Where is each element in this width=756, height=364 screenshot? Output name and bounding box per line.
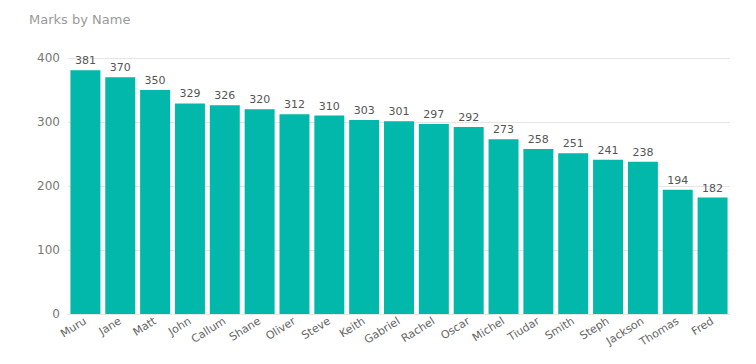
svg-text:400: 400 (37, 51, 60, 65)
svg-text:238: 238 (632, 146, 653, 159)
svg-text:300: 300 (37, 115, 60, 129)
svg-text:251: 251 (563, 137, 584, 150)
svg-text:381: 381 (75, 54, 96, 67)
svg-text:273: 273 (493, 123, 514, 136)
svg-text:0: 0 (52, 307, 60, 321)
svg-text:Gabriel: Gabriel (362, 314, 403, 346)
svg-text:Matt: Matt (131, 314, 160, 339)
svg-text:326: 326 (214, 89, 235, 102)
svg-text:Jane: Jane (96, 314, 124, 338)
svg-text:Jackson: Jackson (604, 314, 647, 348)
svg-text:Callum: Callum (189, 314, 228, 345)
svg-text:Michel: Michel (470, 314, 507, 344)
svg-text:301: 301 (389, 105, 410, 118)
svg-text:370: 370 (110, 61, 131, 74)
svg-text:Rachel: Rachel (399, 314, 437, 345)
svg-text:310: 310 (319, 100, 340, 113)
svg-text:Smith: Smith (543, 314, 577, 342)
svg-text:241: 241 (598, 144, 619, 157)
svg-text:100: 100 (37, 243, 60, 257)
svg-text:194: 194 (667, 174, 688, 187)
svg-text:200: 200 (37, 179, 60, 193)
svg-text:Oliver: Oliver (263, 314, 298, 343)
svg-text:292: 292 (458, 111, 479, 124)
svg-text:Muru: Muru (58, 314, 89, 340)
svg-text:Steph: Steph (577, 314, 612, 343)
svg-text:Fred: Fred (689, 314, 716, 338)
svg-text:Tiudar: Tiudar (505, 314, 543, 344)
svg-text:312: 312 (284, 98, 305, 111)
svg-text:Thomas: Thomas (636, 314, 681, 349)
svg-text:303: 303 (354, 104, 375, 117)
svg-text:Steve: Steve (299, 314, 333, 342)
svg-text:Marks by Name: Marks by Name (29, 12, 130, 27)
svg-text:320: 320 (249, 93, 270, 106)
svg-text:350: 350 (145, 74, 166, 87)
svg-text:297: 297 (423, 108, 444, 121)
svg-text:Shane: Shane (227, 314, 263, 343)
svg-text:258: 258 (528, 133, 549, 146)
svg-text:John: John (166, 314, 194, 339)
svg-text:182: 182 (702, 182, 723, 195)
svg-text:Oscar: Oscar (438, 314, 472, 342)
svg-text:329: 329 (179, 87, 200, 100)
svg-text:Keith: Keith (337, 314, 368, 341)
